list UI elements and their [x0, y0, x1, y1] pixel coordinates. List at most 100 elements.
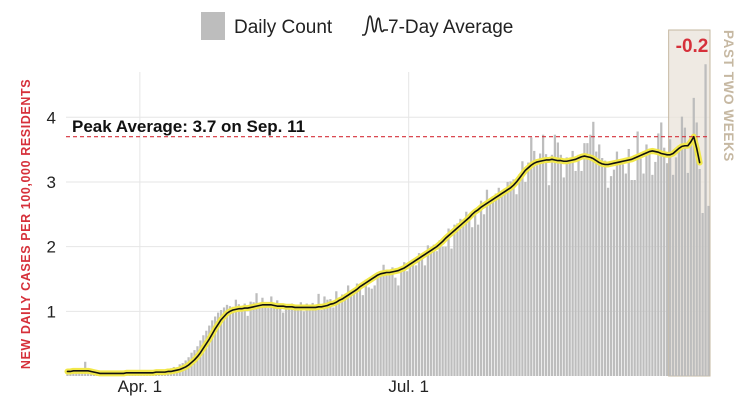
daily-bar [435, 251, 438, 376]
y-axis-label: NEW DAILY CASES PER 100,000 RESIDENTS [19, 79, 33, 369]
daily-bar [385, 275, 388, 376]
daily-bar [411, 259, 415, 376]
daily-bar [403, 262, 406, 376]
daily-bar [214, 316, 217, 376]
daily-bar [391, 267, 394, 376]
daily-bar [364, 279, 367, 376]
daily-bar [373, 285, 376, 376]
daily-bar [305, 303, 308, 376]
daily-bar [577, 154, 580, 376]
daily-bar [471, 227, 474, 376]
daily-bar [279, 304, 282, 376]
daily-bar [228, 306, 232, 376]
daily-bar [87, 372, 90, 376]
daily-bar [258, 306, 261, 376]
daily-bar [497, 187, 500, 376]
daily-bar [276, 300, 279, 376]
daily-bar [417, 253, 421, 376]
daily-bar [583, 143, 586, 376]
daily-bar [701, 213, 704, 376]
daily-bar [382, 264, 385, 376]
daily-bar [648, 154, 651, 376]
daily-bar [704, 64, 707, 377]
daily-bar [287, 304, 291, 376]
daily-bar [243, 303, 246, 376]
daily-bar [500, 194, 503, 376]
daily-bar [423, 265, 427, 376]
daily-bar [680, 116, 684, 376]
daily-bar [352, 293, 356, 376]
daily-bar [598, 144, 601, 376]
daily-bar [252, 302, 255, 376]
daily-bar [199, 340, 202, 376]
daily-bar [595, 151, 598, 376]
daily-bar [211, 320, 214, 376]
daily-bar [400, 269, 403, 376]
daily-bar [589, 134, 592, 376]
daily-bar [512, 179, 515, 376]
daily-bar [479, 200, 483, 376]
daily-bar [341, 294, 344, 376]
daily-bar [474, 211, 477, 376]
daily-bar [290, 303, 294, 376]
daily-bar [565, 157, 568, 376]
daily-bar [668, 139, 672, 376]
daily-bar [689, 137, 692, 376]
daily-bar [406, 271, 409, 376]
daily-bar [677, 145, 681, 376]
daily-bar [205, 330, 208, 376]
y-tick-label: 3 [47, 173, 56, 192]
daily-bar [485, 189, 489, 376]
daily-bar [580, 170, 583, 376]
daily-bar [559, 154, 562, 376]
daily-bar [465, 211, 468, 376]
daily-bar [666, 163, 669, 376]
daily-bar [660, 122, 663, 376]
axis-ticks: 1 2 3 4 Apr. 1 Jul. 1 [47, 108, 429, 396]
daily-bar [234, 299, 237, 376]
y-tick-label: 4 [47, 108, 56, 127]
daily-bar [335, 291, 338, 376]
daily-bar [329, 299, 332, 376]
daily-bar [420, 254, 424, 376]
daily-bar [612, 169, 616, 376]
recent-window [668, 29, 711, 377]
daily-bar [282, 312, 285, 376]
daily-bar [518, 174, 521, 376]
daily-bar [636, 131, 639, 376]
daily-bar [453, 224, 456, 376]
daily-bar [562, 177, 565, 376]
daily-bar [530, 137, 533, 376]
daily-bar [255, 293, 258, 376]
daily-bar [270, 296, 273, 376]
daily-bar [541, 134, 545, 376]
daily-bar [432, 244, 435, 376]
daily-bar [438, 240, 441, 376]
daily-bar [509, 181, 512, 376]
daily-bar [217, 312, 220, 376]
daily-bar [674, 157, 678, 376]
daily-bar [196, 346, 199, 376]
daily-bar [571, 150, 574, 376]
daily-bar [367, 287, 370, 376]
daily-bar [683, 127, 687, 376]
daily-bar [695, 122, 698, 376]
daily-bar [544, 154, 548, 376]
daily-bar [568, 160, 571, 376]
daily-bar [553, 134, 557, 376]
daily-bar [346, 285, 350, 376]
daily-bar [355, 283, 359, 376]
x-tick-label: Apr. 1 [118, 377, 162, 396]
daily-bar [624, 173, 627, 376]
daily-bar [574, 170, 577, 376]
daily-bar [494, 193, 497, 376]
peak-annotation: Peak Average: 3.7 on Sep. 11 [72, 117, 305, 136]
daily-bar [299, 302, 302, 376]
x-tick-label: Jul. 1 [388, 377, 429, 396]
daily-bar [231, 306, 235, 376]
daily-bar [506, 181, 509, 376]
y-tick-label: 2 [47, 238, 56, 257]
daily-bar [536, 165, 539, 376]
daily-bar [332, 307, 335, 376]
daily-bar [468, 218, 471, 376]
